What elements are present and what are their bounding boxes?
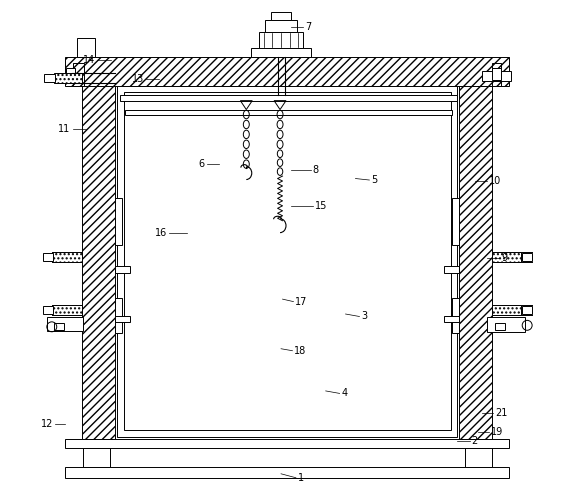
Text: 10: 10 [489,176,501,186]
Bar [65,467,509,478]
Bar [492,67,502,80]
Bar [77,38,96,57]
Bar [116,266,130,273]
Bar [482,71,511,81]
Bar [54,73,82,83]
Bar [444,315,459,322]
Text: 4: 4 [341,388,348,398]
Bar [66,67,74,80]
Bar [45,74,55,82]
Bar [444,266,459,273]
Bar [54,323,64,330]
Bar [265,20,297,32]
Text: 5: 5 [371,175,378,185]
Bar [452,298,459,333]
Text: 18: 18 [295,346,307,356]
Bar [124,92,451,430]
Text: 9: 9 [502,253,507,263]
Bar [452,198,459,245]
Text: 6: 6 [198,159,205,169]
Bar [492,63,502,86]
Text: 13: 13 [132,74,144,84]
Bar [73,63,84,86]
Bar [464,448,492,467]
Text: 12: 12 [41,419,53,429]
Bar [487,317,525,332]
Bar [116,298,122,333]
Bar [259,32,303,48]
Bar [522,306,532,314]
Bar [65,57,509,86]
Text: 14: 14 [83,55,96,65]
Bar [116,198,122,245]
Bar [82,86,116,439]
Text: 1: 1 [298,473,304,483]
Bar [52,252,82,262]
Text: 16: 16 [155,228,168,238]
Bar [459,86,492,439]
Bar [52,305,82,315]
Text: 2: 2 [471,436,478,446]
Text: 11: 11 [58,124,70,134]
Text: 19: 19 [491,427,504,437]
Bar [492,252,521,262]
Bar [82,448,110,467]
Bar [47,317,82,331]
Bar [492,305,521,315]
Bar [65,439,509,448]
Bar [271,12,291,20]
Bar [117,86,457,437]
Text: 21: 21 [495,408,508,418]
Bar [43,253,53,261]
Text: 17: 17 [295,296,308,306]
Bar [522,253,532,261]
Text: 8: 8 [313,165,319,175]
Bar [43,306,53,314]
Text: 7: 7 [305,22,312,32]
Bar [251,48,311,57]
Bar [495,323,505,330]
Bar [120,95,457,101]
Text: 15: 15 [315,201,328,211]
Text: 3: 3 [362,311,368,321]
Bar [116,315,130,322]
Bar [125,110,452,115]
